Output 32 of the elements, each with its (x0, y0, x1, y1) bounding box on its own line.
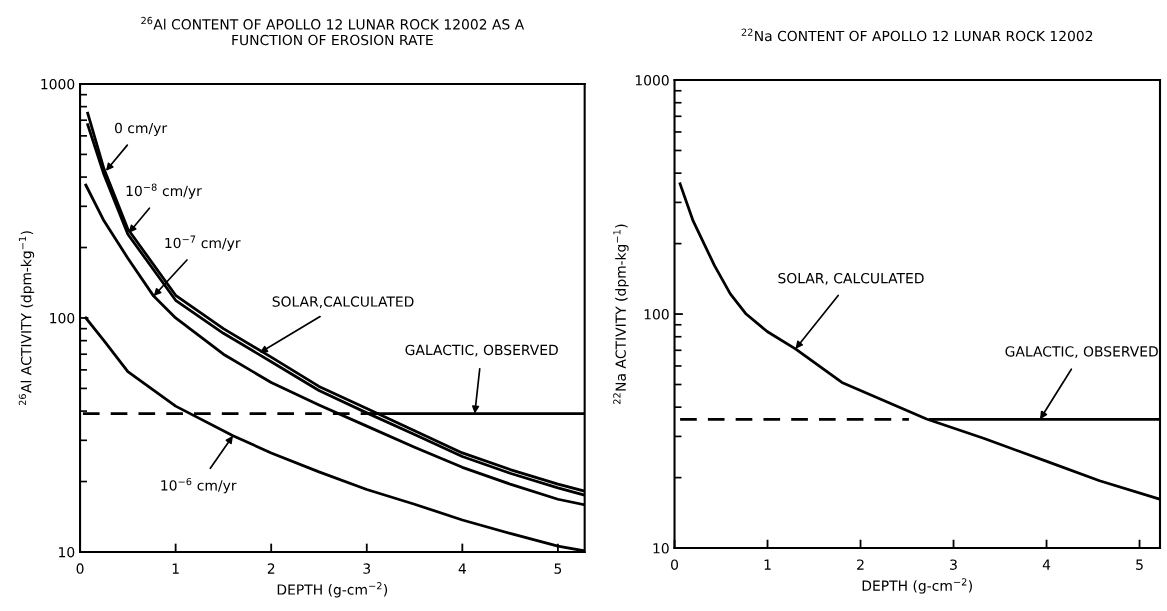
y-axis-title: $^{22}$Na ACTIVITY (dpm-kg$^{−1}$) (613, 224, 629, 404)
y-tick-label: 10 (653, 543, 669, 554)
x-tick-label: 2 (267, 563, 275, 574)
x-tick-label: 1 (764, 559, 771, 570)
y-tick-label: 1000 (41, 78, 75, 90)
y-tick-label: 100 (50, 312, 75, 324)
chart-title: $^{22}$Na CONTENT OF APOLLO 12 LUNAR ROCK 12002 (741, 28, 1093, 42)
x-tick-label: 3 (950, 559, 957, 570)
x-tick-label: 1 (172, 563, 179, 574)
x-tick-label: 5 (554, 563, 562, 574)
y-tick-label: 100 (644, 309, 669, 320)
annotation: 10$^{−6}$ cm/yr (161, 477, 237, 494)
x-tick-label: 0 (671, 559, 679, 570)
y-tick-label: 1000 (635, 75, 669, 86)
annotation: GALACTIC, OBSERVED (405, 344, 558, 357)
y-axis-title: $^{26}$Al ACTIVITY (dpm-kg$^{−1}$) (18, 231, 35, 406)
x-tick-label: 0 (76, 563, 84, 574)
x-tick-label: 3 (363, 563, 371, 574)
annotation: GALACTIC, OBSERVED (1005, 346, 1158, 359)
annotation: SOLAR,CALCULATED (272, 296, 414, 309)
x-axis-title: DEPTH (g-cm$^{−2}$) (277, 582, 388, 598)
chart-title: $^{26}$Al CONTENT OF APOLLO 12 LUNAR ROCK 12002 AS A FUNCTION OF EROSION RATE (141, 16, 525, 46)
x-axis-title: DEPTH (g-cm$^{−2}$) (862, 578, 972, 594)
y-tick-label: 10 (59, 546, 75, 558)
annotation: SOLAR, CALCULATED (778, 272, 924, 285)
x-tick-label: 4 (458, 563, 466, 574)
annotation: 10$^{−7}$ cm/yr (165, 235, 241, 251)
annotation: 0 cm/yr (114, 122, 168, 136)
x-tick-label: 5 (1136, 559, 1143, 570)
x-tick-label: 4 (1042, 559, 1051, 570)
annotation: 10$^{−8}$ cm/yr (126, 183, 202, 199)
x-tick-label: 2 (857, 559, 864, 570)
